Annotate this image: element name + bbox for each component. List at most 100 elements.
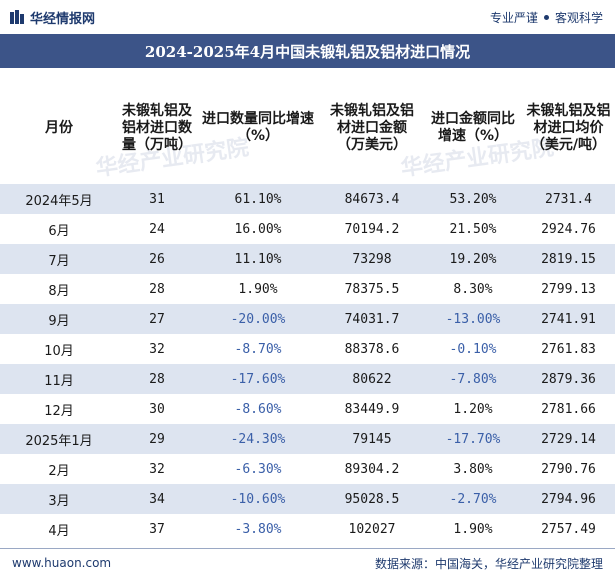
table-cell-price: 2761.83 [522, 334, 615, 364]
table-cell-month: 7月 [0, 244, 118, 274]
table-header-row: 月份 未锻轧铝及铝材进口数量（万吨） 进口数量同比增速（%） 未锻轧铝及铝材进口… [0, 72, 615, 184]
table-cell-qty: 28 [118, 274, 196, 304]
footer-divider [0, 548, 615, 549]
table-cell-amt: 74031.7 [320, 304, 424, 334]
table-row: 2025年1月 29 -24.30% 79145 -17.70% 2729.14 [0, 424, 615, 454]
tagline: 专业严谨 客观科学 [490, 9, 603, 26]
table-cell-amt: 83449.9 [320, 394, 424, 424]
table-cell-qty: 24 [118, 214, 196, 244]
column-header: 未锻轧铝及铝材进口数量（万吨） [122, 102, 192, 153]
table-cell-amt-yoy: 53.20% [424, 184, 522, 214]
table-cell-qty: 37 [118, 514, 196, 544]
footer-url: www.huaon.com [12, 556, 112, 570]
table-cell-price: 2790.76 [522, 454, 615, 484]
brand-logo-icon [10, 10, 24, 24]
table-row: 7月 26 11.10% 73298 19.20% 2819.15 [0, 244, 615, 274]
table-cell-month: 8月 [0, 274, 118, 304]
table-cell-amt: 84673.4 [320, 184, 424, 214]
table-cell-qty-yoy: -10.60% [196, 484, 320, 514]
table-cell-amt: 79145 [320, 424, 424, 454]
table-cell-amt: 89304.2 [320, 454, 424, 484]
table-cell-qty: 31 [118, 184, 196, 214]
table-cell-price: 2794.96 [522, 484, 615, 514]
table-cell-amt-yoy: 8.30% [424, 274, 522, 304]
table-cell-month: 3月 [0, 484, 118, 514]
table-cell-qty-yoy: -20.00% [196, 304, 320, 334]
table-cell-qty: 27 [118, 304, 196, 334]
table-cell-qty-yoy: -8.70% [196, 334, 320, 364]
table-row: 2月 32 -6.30% 89304.2 3.80% 2790.76 [0, 454, 615, 484]
table-cell-qty-yoy: -8.60% [196, 394, 320, 424]
table-cell-month: 2024年5月 [0, 184, 118, 214]
import-table: 月份 未锻轧铝及铝材进口数量（万吨） 进口数量同比增速（%） 未锻轧铝及铝材进口… [0, 72, 615, 544]
table-cell-qty-yoy: -24.30% [196, 424, 320, 454]
table-row: 10月 32 -8.70% 88378.6 -0.10% 2761.83 [0, 334, 615, 364]
table-cell-month: 4月 [0, 514, 118, 544]
table-cell-qty: 32 [118, 454, 196, 484]
table-row: 8月 28 1.90% 78375.5 8.30% 2799.13 [0, 274, 615, 304]
table-cell-qty: 32 [118, 334, 196, 364]
table-cell-qty: 26 [118, 244, 196, 274]
table-cell-qty-yoy: -17.60% [196, 364, 320, 394]
table-cell-amt: 80622 [320, 364, 424, 394]
table-cell-price: 2731.4 [522, 184, 615, 214]
table-cell-qty: 28 [118, 364, 196, 394]
table-cell-qty: 34 [118, 484, 196, 514]
column-header: 进口金额同比增速（%） [431, 111, 515, 144]
table-cell-month: 2025年1月 [0, 424, 118, 454]
table-row: 11月 28 -17.60% 80622 -7.80% 2879.36 [0, 364, 615, 394]
footer: www.huaon.com 数据来源：中国海关，华经产业研究院整理 [0, 551, 615, 575]
table-cell-price: 2741.91 [522, 304, 615, 334]
table-cell-amt-yoy: -17.70% [424, 424, 522, 454]
table-body: 2024年5月 31 61.10% 84673.4 53.20% 2731.4 6月 24 16… [0, 184, 615, 544]
table-row: 12月 30 -8.60% 83449.9 1.20% 2781.66 [0, 394, 615, 424]
brand-name: 华经情报网 [30, 11, 96, 27]
table-cell-amt: 95028.5 [320, 484, 424, 514]
table-cell-amt: 73298 [320, 244, 424, 274]
column-header: 月份 [45, 119, 73, 136]
table-cell-price: 2924.76 [522, 214, 615, 244]
table-cell-qty-yoy: 1.90% [196, 274, 320, 304]
table-cell-amt-yoy: 3.80% [424, 454, 522, 484]
table-cell-amt-yoy: -7.80% [424, 364, 522, 394]
table-cell-amt: 102027 [320, 514, 424, 544]
top-bar: 华经情报网 专业严谨 客观科学 [0, 0, 615, 34]
table-cell-price: 2879.36 [522, 364, 615, 394]
table-cell-price: 2781.66 [522, 394, 615, 424]
table-cell-amt-yoy: 1.20% [424, 394, 522, 424]
table-cell-amt-yoy: 19.20% [424, 244, 522, 274]
footer-source: 数据来源：中国海关，华经产业研究院整理 [374, 556, 603, 571]
table-cell-qty-yoy: 11.10% [196, 244, 320, 274]
table-cell-month: 9月 [0, 304, 118, 334]
table-row: 4月 37 -3.80% 102027 1.90% 2757.49 [0, 514, 615, 544]
table-cell-qty: 30 [118, 394, 196, 424]
column-header: 未锻轧铝及铝材进口均价（美元/吨） [526, 102, 611, 153]
table-row: 6月 24 16.00% 70194.2 21.50% 2924.76 [0, 214, 615, 244]
table-cell-qty-yoy: 16.00% [196, 214, 320, 244]
table-cell-amt-yoy: -0.10% [424, 334, 522, 364]
tagline-right: 客观科学 [554, 10, 603, 25]
table-cell-price: 2819.15 [522, 244, 615, 274]
table-cell-amt: 70194.2 [320, 214, 424, 244]
table-cell-amt-yoy: -13.00% [424, 304, 522, 334]
table-cell-qty-yoy: 61.10% [196, 184, 320, 214]
table-row: 3月 34 -10.60% 95028.5 -2.70% 2794.96 [0, 484, 615, 514]
column-header: 进口数量同比增速（%） [202, 111, 314, 144]
table-row: 2024年5月 31 61.10% 84673.4 53.20% 2731.4 [0, 184, 615, 214]
table-cell-price: 2729.14 [522, 424, 615, 454]
brand: 华经情报网 [10, 8, 95, 27]
table-row: 9月 27 -20.00% 74031.7 -13.00% 2741.91 [0, 304, 615, 334]
table-cell-month: 10月 [0, 334, 118, 364]
table-cell-month: 12月 [0, 394, 118, 424]
table-cell-month: 6月 [0, 214, 118, 244]
table-cell-qty-yoy: -3.80% [196, 514, 320, 544]
table-cell-amt: 78375.5 [320, 274, 424, 304]
tagline-left: 专业严谨 [489, 10, 538, 25]
table-cell-amt: 88378.6 [320, 334, 424, 364]
table-cell-month: 11月 [0, 364, 118, 394]
table-cell-price: 2799.13 [522, 274, 615, 304]
table-cell-qty-yoy: -6.30% [196, 454, 320, 484]
table-cell-price: 2757.49 [522, 514, 615, 544]
table-cell-amt-yoy: 21.50% [424, 214, 522, 244]
table-cell-month: 2月 [0, 454, 118, 484]
